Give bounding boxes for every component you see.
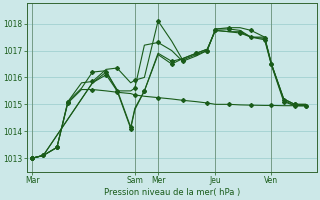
X-axis label: Pression niveau de la mer( hPa ): Pression niveau de la mer( hPa ) <box>104 188 240 197</box>
